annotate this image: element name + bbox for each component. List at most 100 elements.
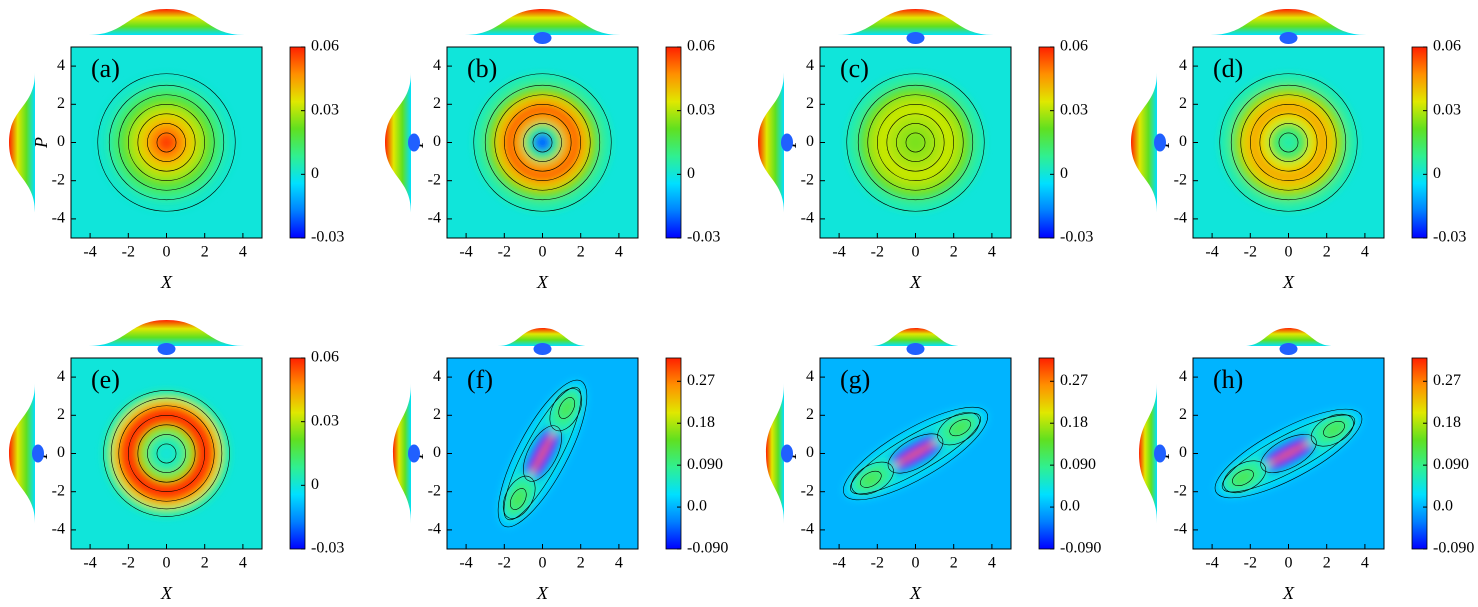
colorbar-tick-label: 0.03 — [1433, 101, 1461, 118]
field-ring — [905, 132, 926, 153]
x-tick-label: -4 — [1205, 555, 1218, 572]
contour-line — [1230, 84, 1347, 201]
field-fill — [103, 390, 230, 517]
colorbar-tick-label: 0.090 — [1060, 456, 1096, 473]
x-tick-label: -2 — [498, 555, 511, 572]
contour-line — [876, 104, 954, 182]
field-blob — [895, 445, 943, 474]
y-tick-label: -4 — [801, 521, 814, 538]
contour-line — [857, 84, 974, 201]
panel-label: (f) — [467, 365, 493, 394]
contour-line — [850, 412, 981, 495]
y-tick-label: -4 — [801, 210, 814, 227]
x-axis-label: X — [909, 272, 922, 292]
x-tick-label: -2 — [122, 244, 135, 261]
contour-line — [103, 390, 230, 517]
colorbar-tick-label: 0 — [311, 165, 319, 182]
x-axis-label: X — [536, 583, 549, 603]
contour-line — [1259, 113, 1318, 172]
x-tick-label: 4 — [615, 244, 623, 261]
x-tick-label: -4 — [83, 244, 96, 261]
marginal-left — [9, 72, 35, 213]
y-tick-label: -2 — [801, 171, 814, 188]
marginal-dip — [408, 133, 420, 152]
field — [71, 47, 262, 238]
x-axis-label: X — [1282, 583, 1295, 603]
x-tick-label: -2 — [871, 555, 884, 572]
y-tick-label: -4 — [428, 521, 441, 538]
panel: -4 -2 0 2 4 -4 -2 0 2 4 X P (a) -0.03 0 0.03 0.06 — [9, 9, 344, 292]
colorbar-tick-label: 0.18 — [687, 414, 715, 431]
contour-line — [886, 113, 945, 172]
contours — [103, 390, 230, 517]
marginal-dip — [906, 343, 925, 355]
contour-line — [558, 397, 575, 419]
contour-line — [1260, 434, 1317, 473]
x-tick-label: 2 — [201, 555, 209, 572]
colorbar-tick-label: 0.06 — [311, 349, 339, 366]
colorbar-tick-label: 0.18 — [1433, 414, 1461, 431]
y-tick-label: 4 — [433, 368, 441, 385]
contours — [97, 73, 236, 212]
colorbar-tick-label: 0.06 — [1060, 38, 1088, 55]
colorbar — [1038, 357, 1055, 550]
field-ring — [156, 132, 177, 153]
colorbar-tick-label: 0.27 — [1060, 372, 1088, 389]
colorbar-tick-label: 0.27 — [1433, 372, 1461, 389]
contour-line — [128, 104, 206, 182]
x-axis-label: X — [160, 583, 173, 603]
colorbar-tick-label: 0.0 — [687, 498, 707, 515]
field-blob — [1323, 421, 1345, 438]
contour-line — [494, 94, 591, 191]
marginal-left — [385, 72, 411, 213]
field — [820, 47, 1011, 238]
colorbar-tick-label: 0.06 — [687, 38, 715, 55]
marginal-left — [758, 72, 784, 213]
panel-label: (h) — [1213, 365, 1243, 394]
contour-line — [523, 123, 562, 162]
marginal-top — [464, 9, 621, 35]
colorbar-tick-label: 0 — [1433, 165, 1441, 182]
contour-line — [851, 461, 894, 495]
x-tick-label: 4 — [615, 555, 623, 572]
colorbar-tick-label: 0 — [1060, 165, 1068, 182]
contour-line — [510, 488, 527, 510]
marginal-top — [837, 9, 994, 35]
marginal-dip — [1279, 343, 1298, 355]
x-tick-label: 0 — [163, 244, 171, 261]
colorbar-tick-label: 0.18 — [1060, 414, 1088, 431]
y-tick-label: 2 — [1179, 406, 1187, 423]
contour-line — [549, 388, 583, 432]
contour-line — [1219, 73, 1358, 212]
y-tick-label: -2 — [1174, 482, 1187, 499]
field-rot — [1215, 409, 1362, 498]
x-axis-label: X — [536, 272, 549, 292]
y-tick-label: 0 — [806, 444, 814, 461]
marginal-top — [497, 328, 588, 346]
y-tick-label: 0 — [806, 133, 814, 150]
contours — [1214, 408, 1363, 499]
colorbar-tick-label: -0.03 — [311, 540, 344, 557]
contours — [846, 73, 985, 212]
contour-line — [523, 425, 562, 482]
field — [1193, 358, 1384, 549]
y-tick-label: -4 — [428, 210, 441, 227]
y-tick-label: -2 — [801, 482, 814, 499]
field-ring — [156, 443, 177, 464]
colorbar-tick-label: 0.090 — [687, 456, 723, 473]
contour-line — [1221, 414, 1356, 493]
colorbar-tick-label: 0.090 — [1433, 456, 1469, 473]
x-tick-label: 4 — [239, 555, 247, 572]
contour-line — [867, 94, 964, 191]
x-tick-label: 2 — [577, 244, 585, 261]
colorbar-tick-label: 0.03 — [311, 101, 339, 118]
y-tick-label: 0 — [433, 133, 441, 150]
contour-line — [108, 84, 225, 201]
y-tick-label: 0 — [57, 444, 65, 461]
y-tick-label: 4 — [1179, 368, 1187, 385]
colorbar-tick-label: 0.27 — [687, 372, 715, 389]
field — [820, 358, 1011, 549]
contour-rot — [842, 406, 989, 501]
field-blob — [510, 488, 527, 510]
field-blob — [1267, 445, 1316, 473]
